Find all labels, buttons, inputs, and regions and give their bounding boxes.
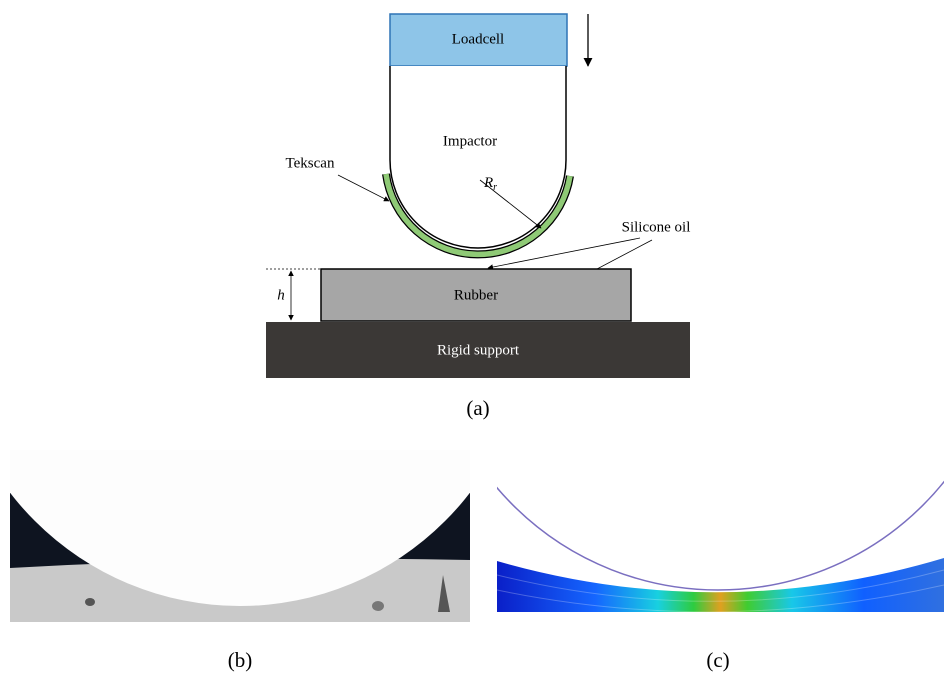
panel-a: Loadcell Impactor Tekscan Rr Silicone oi… <box>266 14 690 420</box>
caption-c: (c) <box>706 648 729 672</box>
silicone-oil-label: Silicone oil <box>622 219 691 235</box>
impactor-body <box>390 66 566 248</box>
photo-spot <box>372 601 384 611</box>
height-label: h <box>277 287 285 303</box>
loadcell-label: Loadcell <box>452 31 504 47</box>
figure: Loadcell Impactor Tekscan Rr Silicone oi… <box>0 0 944 676</box>
rigid-support-label: Rigid support <box>437 342 520 358</box>
rubber-label: Rubber <box>454 287 498 303</box>
caption-b: (b) <box>228 648 253 672</box>
tekscan-pointer <box>338 175 389 201</box>
photo-spot <box>85 598 95 606</box>
silicone-pointer-top <box>488 238 640 268</box>
impactor-label: Impactor <box>443 133 497 149</box>
caption-a: (a) <box>466 396 489 420</box>
tekscan-label: Tekscan <box>286 155 335 171</box>
